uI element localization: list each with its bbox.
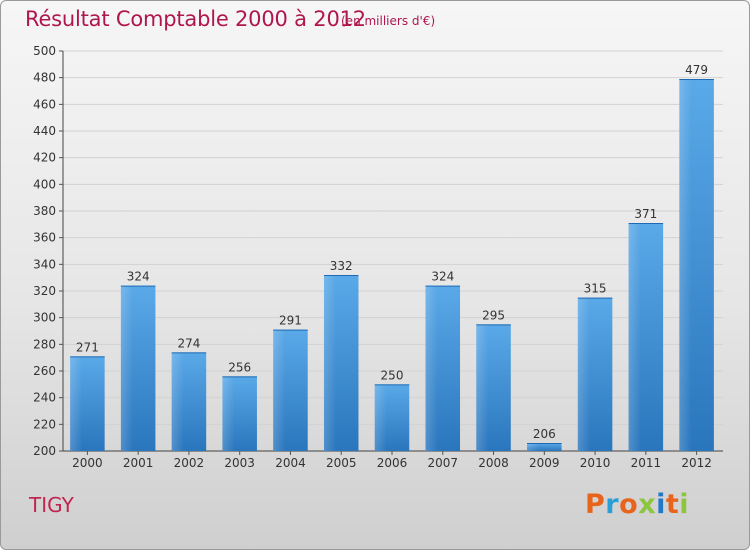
bar-value-label: 315 [584, 282, 607, 296]
bar-highlight [628, 223, 641, 451]
x-tick-label: 2012 [681, 456, 712, 470]
bar-highlight [476, 324, 489, 451]
chart-title: Résultat Comptable 2000 à 2012 [25, 7, 366, 31]
bar-value-label: 291 [279, 314, 302, 328]
y-tick-label: 380 [33, 204, 56, 218]
bar-value-label: 256 [228, 360, 251, 374]
commune-name: TIGY [29, 493, 74, 517]
logo-letter: t [665, 489, 680, 520]
bar-value-label: 324 [127, 270, 150, 284]
bar [527, 443, 562, 451]
y-tick-label: 400 [33, 177, 56, 191]
y-tick-label: 300 [33, 311, 56, 325]
x-tick-label: 2000 [72, 456, 103, 470]
bar-value-label: 371 [634, 207, 657, 221]
bar-value-label: 332 [330, 259, 353, 273]
y-tick-label: 240 [33, 391, 56, 405]
x-tick-label: 2008 [478, 456, 509, 470]
x-tick-label: 2002 [174, 456, 205, 470]
bar-highlight [323, 275, 337, 451]
bar-highlight [527, 443, 540, 451]
logo-letter: r [605, 489, 620, 520]
bar-highlight [577, 297, 590, 451]
logo-letter: i [679, 489, 690, 520]
logo-letter: P [585, 489, 606, 520]
bar-highlight [425, 285, 438, 451]
bar-value-label: 479 [685, 63, 708, 77]
x-tick-label: 2003 [224, 456, 255, 470]
x-tick-label: 2006 [377, 456, 408, 470]
proxiti-logo[interactable]: Proxiti [585, 489, 689, 520]
x-tick-label: 2004 [275, 456, 306, 470]
y-tick-label: 440 [33, 124, 56, 138]
y-tick-label: 260 [33, 364, 56, 378]
bar-value-label: 250 [381, 368, 404, 382]
x-tick-label: 2005 [326, 456, 357, 470]
bars [70, 79, 714, 451]
bar-highlight [171, 352, 184, 451]
y-tick-label: 360 [33, 231, 56, 245]
x-tick-label: 2010 [580, 456, 611, 470]
bar-value-label: 324 [431, 270, 454, 284]
logo-letter: x [638, 489, 657, 520]
y-tick-label: 340 [33, 257, 56, 271]
y-tick-label: 320 [33, 284, 56, 298]
bar-highlight [679, 79, 692, 451]
y-tick-label: 480 [33, 71, 56, 85]
labels: 200 220 240 260 280 300 320 340 360 380 400 420 440 4… [33, 44, 712, 470]
y-tick-label: 460 [33, 97, 56, 111]
x-tick-label: 2001 [123, 456, 154, 470]
y-tick-label: 500 [33, 44, 56, 58]
x-tick-label: 2009 [529, 456, 560, 470]
x-tick-label: 2007 [427, 456, 458, 470]
logo-letter: i [656, 489, 666, 520]
bar-highlight [374, 384, 387, 451]
bar-value-label: 271 [76, 340, 99, 354]
y-tick-label: 220 [33, 417, 56, 431]
chart-subtitle: (en milliers d'€) [341, 14, 436, 28]
bar-highlight [222, 376, 235, 451]
y-tick-label: 420 [33, 151, 56, 165]
bar-value-label: 206 [533, 427, 556, 441]
bar-highlight [273, 329, 286, 451]
y-tick-label: 280 [33, 337, 56, 351]
x-tick-label: 2011 [631, 456, 662, 470]
bar-highlight [120, 285, 133, 451]
logo-letter: o [619, 489, 639, 520]
bar-value-label: 295 [482, 308, 505, 322]
y-tick-label: 200 [33, 444, 56, 458]
bar-highlight [70, 356, 83, 451]
bar-value-label: 274 [177, 336, 200, 350]
